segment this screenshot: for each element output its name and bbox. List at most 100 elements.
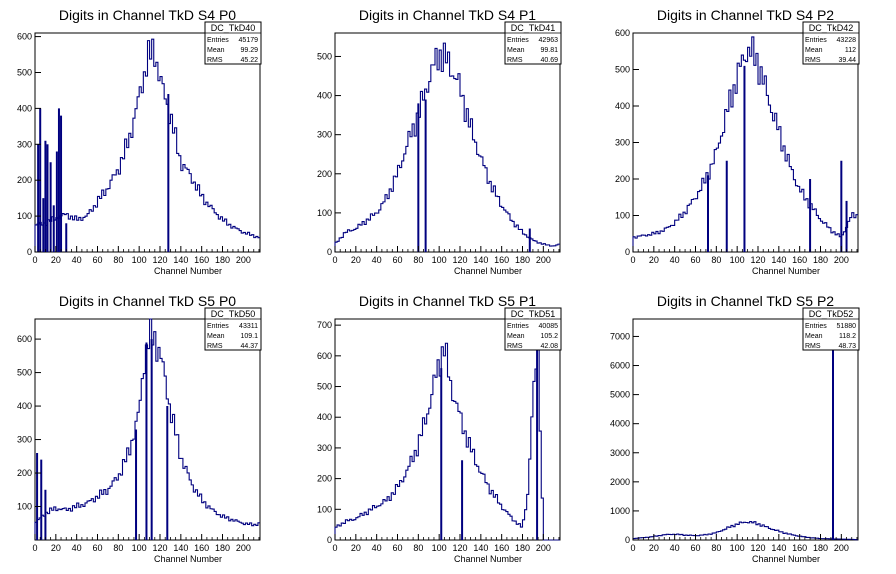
y-tick-label: 600: [17, 334, 32, 344]
x-tick-label: 140: [173, 255, 188, 265]
x-tick-label: 140: [771, 255, 786, 265]
stats-value-mean: 112: [845, 47, 856, 54]
y-tick-label: 0: [327, 247, 332, 257]
x-tick-label: 100: [132, 543, 147, 553]
y-tick-label: 300: [17, 435, 32, 445]
plot-frame: [632, 318, 859, 541]
stats-label-rms: RMS: [207, 57, 223, 64]
y-tick-label: 700: [317, 320, 332, 330]
histogram-series: [334, 42, 560, 252]
y-tick-label: 400: [317, 412, 332, 422]
x-tick-label: 20: [51, 543, 61, 553]
stats-label-entries: Entries: [507, 37, 529, 44]
stats-value-rms: 45.22: [240, 57, 258, 64]
x-tick-label: 40: [372, 543, 382, 553]
x-tick-label: 200: [236, 543, 251, 553]
x-axis-label: Channel Number: [752, 554, 820, 564]
y-tick-label: 3000: [610, 448, 630, 458]
stats-label-entries: Entries: [507, 323, 529, 330]
y-tick-label: 300: [615, 138, 630, 148]
x-tick-label: 60: [392, 543, 402, 553]
x-tick-label: 80: [711, 255, 721, 265]
x-tick-label: 140: [771, 543, 786, 553]
stats-box: [504, 307, 562, 351]
plot-frame: [34, 318, 261, 541]
stats-label-rms: RMS: [805, 57, 821, 64]
y-tick-label: 200: [17, 468, 32, 478]
x-tick-label: 80: [113, 255, 123, 265]
stats-value-entries: 51880: [837, 323, 857, 330]
chart-title: Digits in Channel TkD S4 P2: [657, 7, 834, 23]
stats-value-entries: 43311: [239, 323, 258, 330]
stats-label-rms: RMS: [507, 57, 523, 64]
stats-value-rms: 42.08: [540, 343, 558, 350]
x-tick-label: 40: [670, 255, 680, 265]
x-tick-label: 200: [834, 255, 849, 265]
plot-frame: [334, 32, 561, 253]
y-tick-label: 600: [17, 32, 32, 42]
x-tick-label: 160: [494, 543, 509, 553]
y-tick-label: 400: [317, 91, 332, 101]
histogram-series: [632, 520, 858, 541]
stats-box: [504, 21, 562, 65]
x-tick-label: 20: [351, 543, 361, 553]
y-tick-label: 100: [17, 211, 32, 221]
x-tick-label: 160: [494, 255, 509, 265]
y-tick-label: 100: [615, 211, 630, 221]
y-tick-label: 1000: [610, 506, 630, 516]
chart-title: Digits in Channel TkD S5 P1: [359, 293, 536, 309]
x-tick-label: 20: [51, 255, 61, 265]
y-tick-label: 500: [615, 65, 630, 75]
stats-box: [802, 307, 860, 351]
x-tick-label: 100: [132, 255, 147, 265]
x-tick-label: 60: [92, 255, 102, 265]
stats-label-mean: Mean: [805, 47, 823, 54]
stats-label-entries: Entries: [207, 37, 229, 44]
stats-name: DC_TkD52: [809, 309, 854, 319]
stats-label-mean: Mean: [805, 333, 823, 340]
x-tick-label: 180: [515, 255, 530, 265]
y-tick-label: 300: [317, 130, 332, 140]
x-tick-label: 100: [730, 543, 745, 553]
x-axis-label: Channel Number: [154, 266, 222, 276]
x-tick-label: 120: [452, 255, 467, 265]
x-tick-label: 120: [152, 543, 167, 553]
y-tick-label: 7000: [610, 331, 630, 341]
stats-value-rms: 39.44: [838, 57, 856, 64]
chart-title: Digits in Channel TkD S4 P1: [359, 7, 536, 23]
stats-value-rms: 40.69: [540, 57, 558, 64]
plot-frame: [632, 32, 859, 253]
x-tick-label: 100: [432, 255, 447, 265]
x-axis-label: Channel Number: [752, 266, 820, 276]
stats-name: DC_TkD50: [211, 309, 256, 319]
stats-value-mean: 118.2: [839, 333, 856, 340]
x-tick-label: 200: [536, 543, 551, 553]
x-tick-label: 140: [173, 543, 188, 553]
x-tick-label: 160: [792, 255, 807, 265]
y-tick-label: 0: [625, 535, 630, 545]
plot-frame: [34, 32, 261, 253]
x-axis-label: Channel Number: [154, 554, 222, 564]
stats-name: DC_TkD51: [511, 309, 556, 319]
y-tick-label: 100: [317, 208, 332, 218]
y-tick-label: 500: [317, 382, 332, 392]
y-tick-label: 400: [615, 101, 630, 111]
x-tick-label: 0: [630, 255, 635, 265]
y-tick-label: 400: [17, 401, 32, 411]
stats-value-entries: 45179: [239, 37, 259, 44]
x-tick-label: 160: [792, 543, 807, 553]
y-tick-label: 300: [317, 443, 332, 453]
y-tick-label: 600: [317, 351, 332, 361]
stats-box: [204, 21, 262, 65]
stats-value-rms: 48.73: [838, 343, 856, 350]
stats-label-mean: Mean: [207, 47, 225, 54]
x-tick-label: 20: [649, 255, 659, 265]
x-tick-label: 20: [649, 543, 659, 553]
y-tick-label: 6000: [610, 361, 630, 371]
x-tick-label: 60: [92, 543, 102, 553]
x-tick-label: 0: [630, 543, 635, 553]
stats-label-rms: RMS: [207, 343, 223, 350]
y-tick-label: 2000: [610, 477, 630, 487]
y-tick-label: 5000: [610, 390, 630, 400]
stats-value-mean: 105.2: [540, 333, 558, 340]
